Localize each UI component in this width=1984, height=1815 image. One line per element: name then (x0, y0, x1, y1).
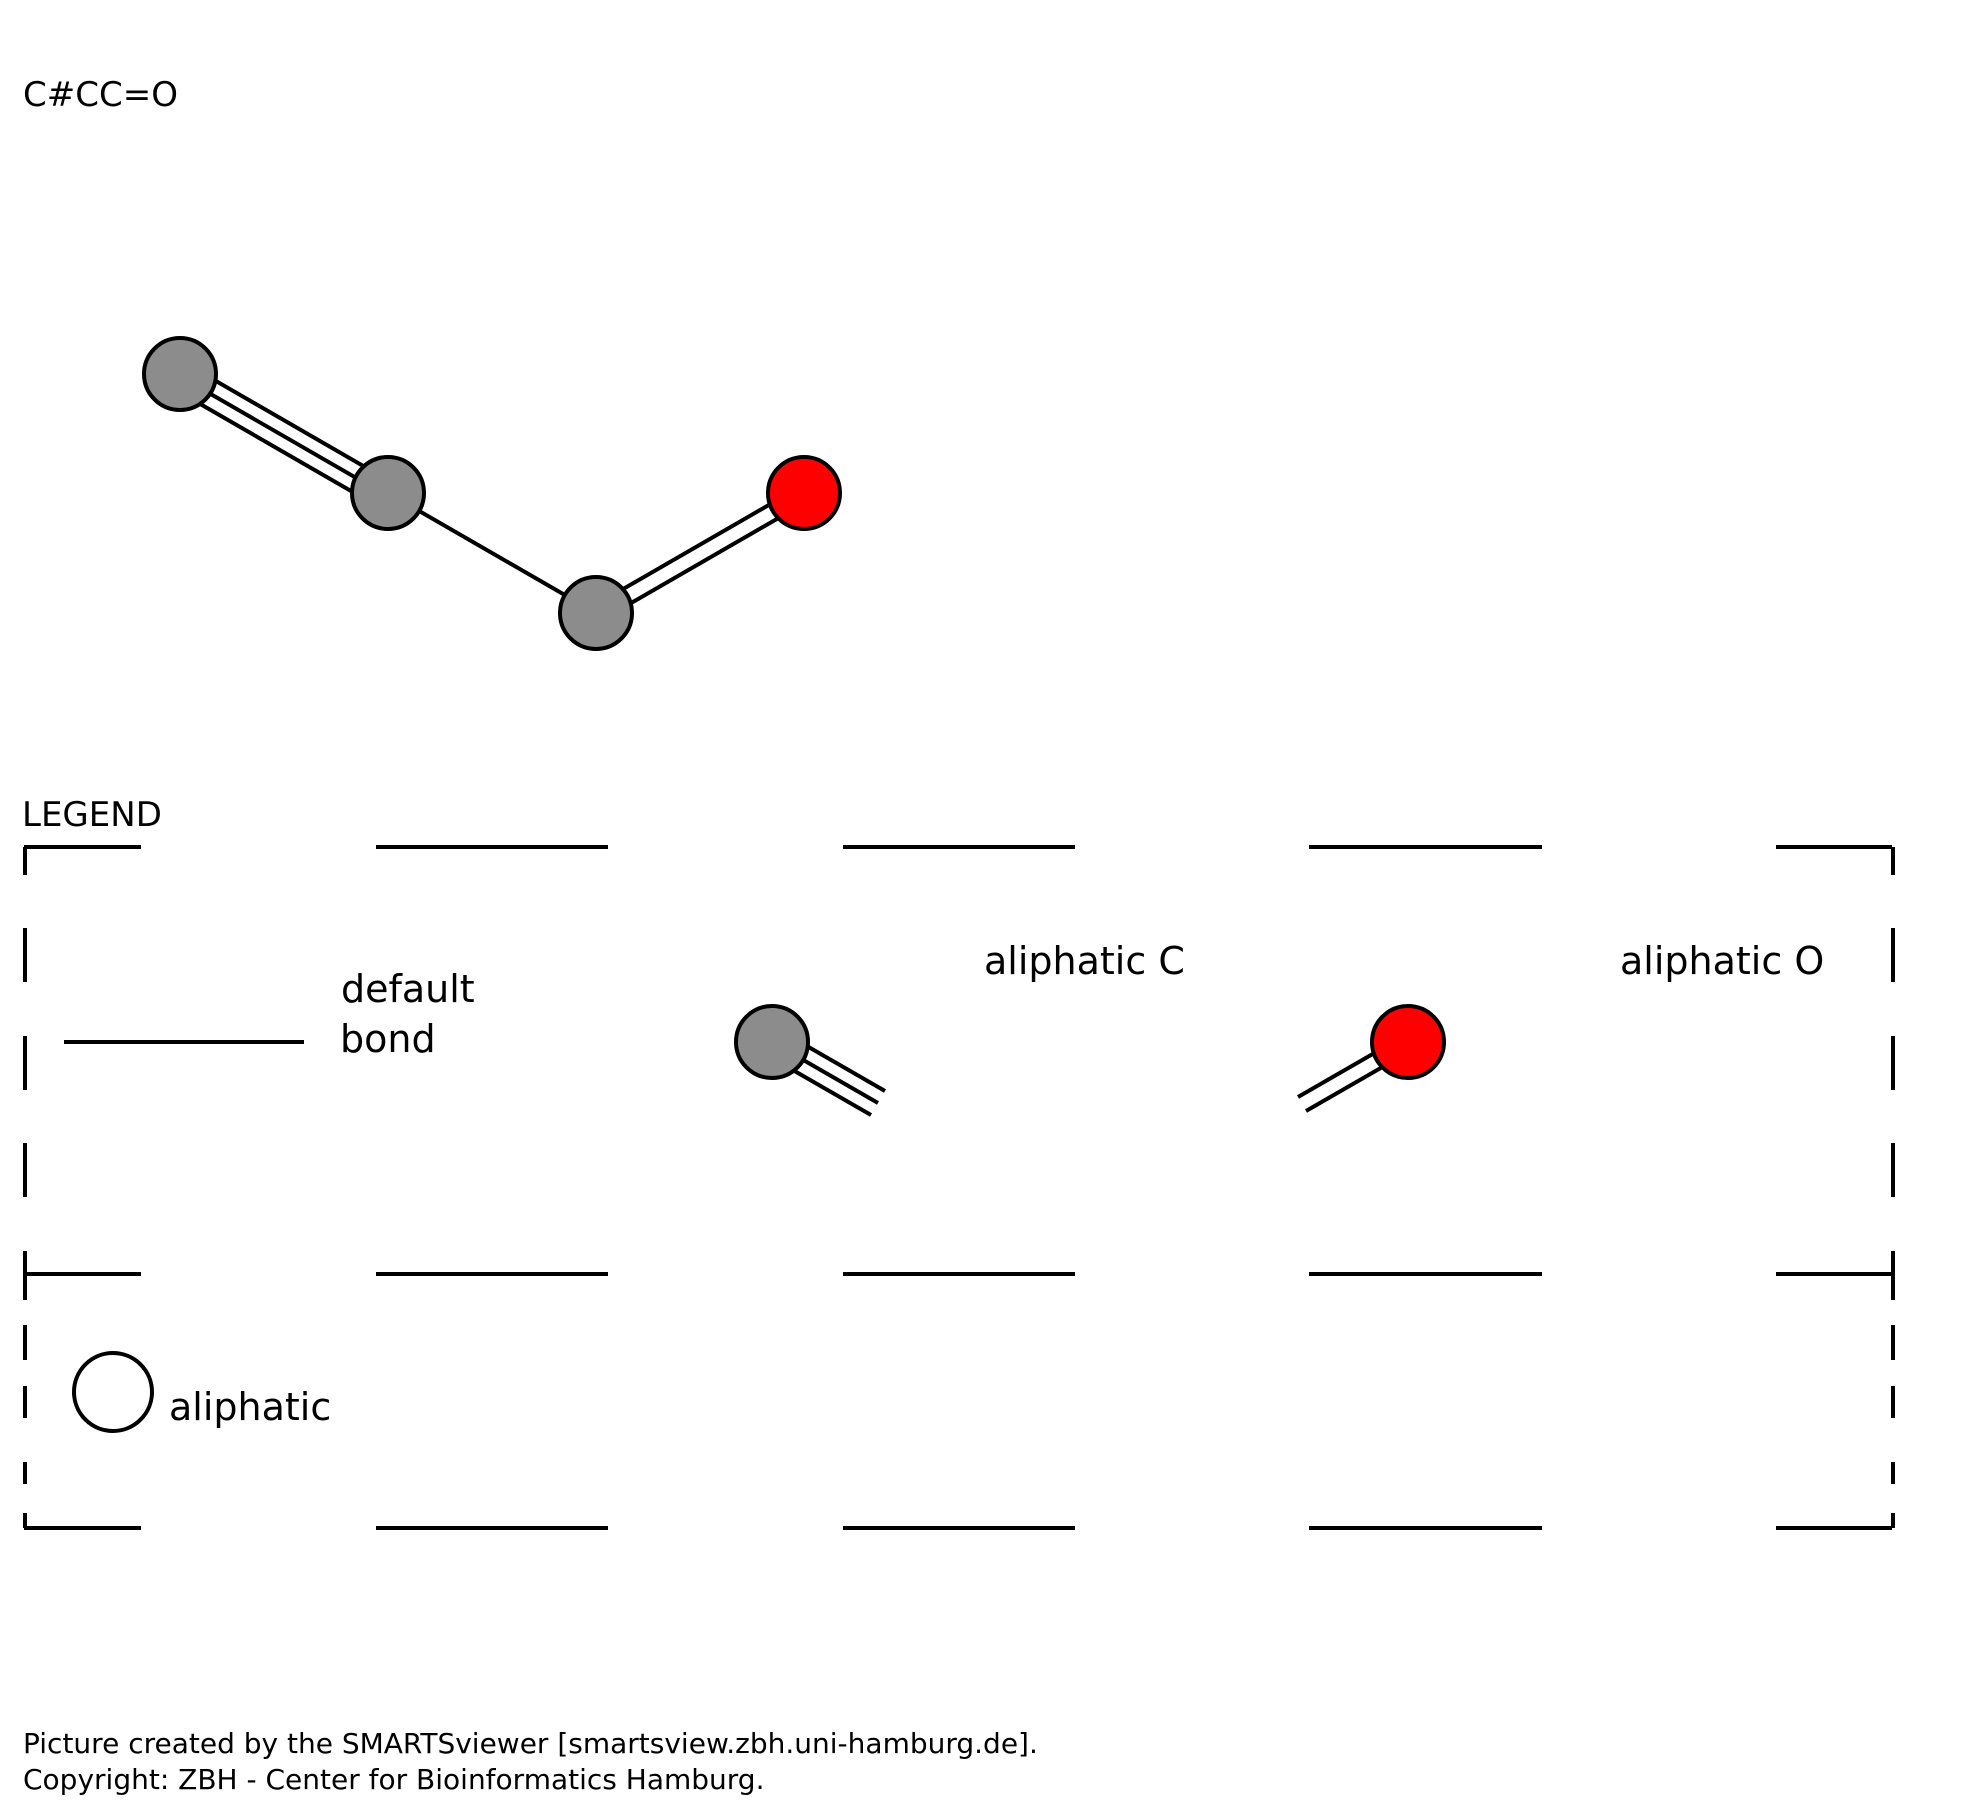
smarts-string: C#CC=O (23, 75, 178, 115)
carbon-atom-c2 (350, 455, 426, 531)
legend-oxygen-atom (1370, 1004, 1446, 1080)
legend-entry-aliphatic-o: aliphatic O (1297, 939, 1824, 1113)
legend-entry-aliphatic: aliphatic (72, 1351, 331, 1433)
legend-aliphatic-circle (72, 1351, 154, 1433)
legend-carbon-atom (734, 1004, 810, 1080)
double-bond-c3-o1 (591, 485, 809, 623)
legend-entry-default-bond: default bond (64, 967, 475, 1061)
legend-aliphatic-o-label: aliphatic O (1620, 939, 1824, 983)
carbon-atom-c3 (558, 575, 634, 651)
legend-aliphatic-label: aliphatic (169, 1385, 331, 1429)
legend-frame (23, 845, 1895, 1530)
legend-default-bond-label-line1: default (341, 967, 475, 1011)
molecule-depiction (142, 336, 842, 651)
footer-credit-line: Picture created by the SMARTSviewer [sma… (23, 1727, 1038, 1760)
legend-title: LEGEND (22, 795, 162, 835)
footer-copyright-line: Copyright: ZBH - Center for Bioinformati… (23, 1763, 764, 1796)
legend-entry-aliphatic-c: aliphatic C (734, 939, 1185, 1117)
oxygen-atom-o1 (766, 455, 842, 531)
single-bond-c2-c3 (387, 491, 597, 615)
carbon-atom-c1 (142, 336, 218, 412)
legend-aliphatic-c-label: aliphatic C (984, 939, 1185, 983)
legend-default-bond-label-line2: bond (340, 1017, 436, 1061)
